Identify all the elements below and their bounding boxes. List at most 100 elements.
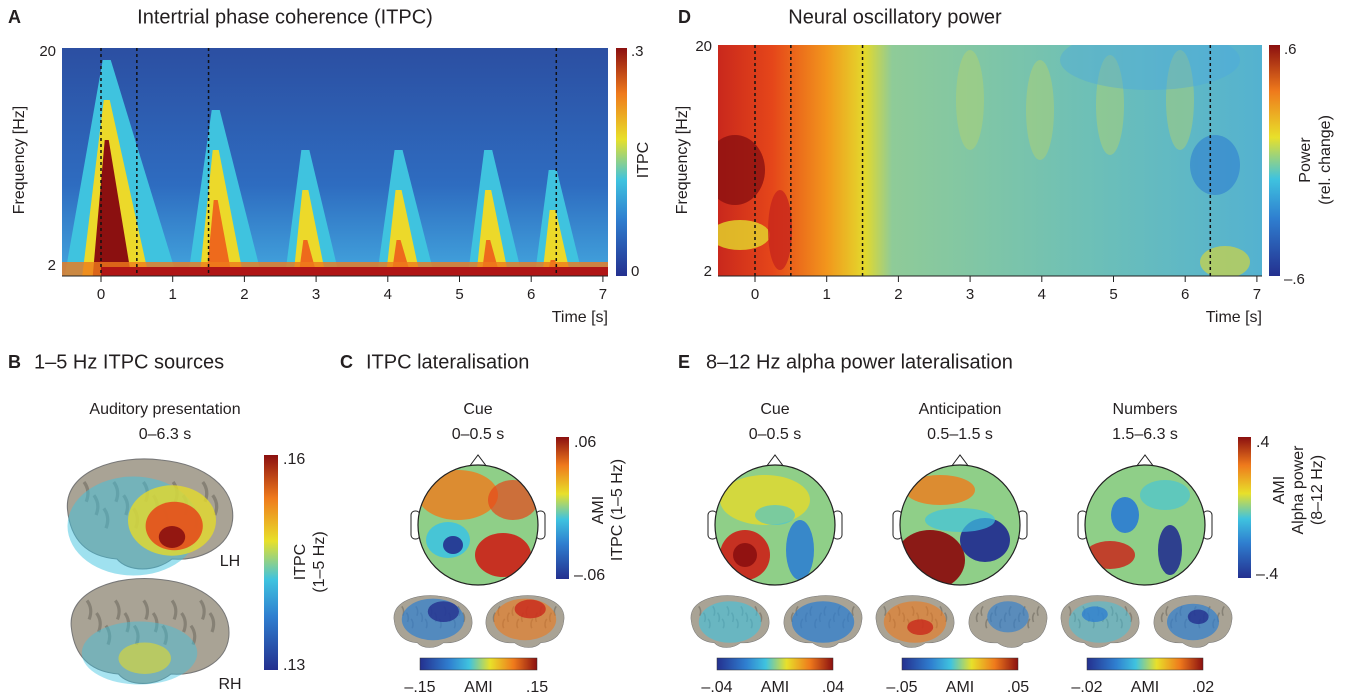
colorbar-label: Alpha power <box>1290 445 1307 535</box>
brain-sulcus <box>142 599 150 620</box>
brain-surface <box>66 458 234 576</box>
topo-blob <box>925 508 995 532</box>
colorbar-label: AMI <box>1131 679 1159 696</box>
topography <box>715 465 835 585</box>
colorbar-max: .3 <box>631 43 644 60</box>
brain-sulcus <box>1027 618 1031 629</box>
colorbar <box>716 657 834 671</box>
panel-title: 1–5 Hz ITPC sources <box>34 351 224 373</box>
x-tick-label: 0 <box>751 286 759 303</box>
panel-label: A <box>8 7 21 27</box>
topography <box>1085 465 1205 585</box>
colorbar-min: –.04 <box>701 679 732 696</box>
brain-surface <box>690 595 770 648</box>
power-blob <box>1200 246 1250 276</box>
topography <box>900 465 1020 585</box>
brain-sulcus <box>180 612 187 633</box>
colorbar-label: Power <box>1297 137 1314 183</box>
brain-sulcus <box>980 605 984 617</box>
brain-activity <box>1081 606 1108 622</box>
x-tick-label: 6 <box>527 286 535 303</box>
condition: Cue <box>760 401 789 418</box>
colorbar <box>419 657 538 671</box>
head-outline <box>714 464 836 586</box>
colorbar <box>556 437 569 579</box>
brain-activity <box>514 599 546 619</box>
power-blob <box>1190 135 1240 195</box>
brain-surface <box>1153 595 1233 648</box>
topo-blob <box>733 543 757 567</box>
colorbar-min: –.6 <box>1284 271 1305 288</box>
condition: Numbers <box>1113 401 1178 418</box>
topo-blob <box>475 533 531 577</box>
brain-sulcus <box>975 612 980 623</box>
heatmap <box>718 45 1262 276</box>
power-blob <box>1060 45 1240 90</box>
brain-sulcus <box>161 624 168 646</box>
colorbar-min: –.06 <box>574 567 605 584</box>
condition: Cue <box>463 401 492 418</box>
colorbar <box>1086 657 1204 671</box>
y-axis-label: Frequency [Hz] <box>674 106 691 214</box>
power-blob <box>1026 60 1054 160</box>
brain-sulcus <box>123 612 131 633</box>
topo-blob <box>755 505 795 525</box>
colorbar-max: .05 <box>1007 679 1029 696</box>
x-tick-label: 1 <box>823 286 831 303</box>
topo-blob <box>786 520 814 580</box>
brain-sulcus <box>1221 605 1225 617</box>
brain-sulcus <box>1068 605 1072 617</box>
head-outline <box>1084 464 1206 586</box>
brain-sulcus <box>883 605 887 617</box>
time-window: 0–0.5 s <box>749 426 801 443</box>
x-tick-label: 5 <box>455 286 463 303</box>
heatmap <box>62 48 608 276</box>
brain-activity <box>427 601 459 622</box>
brain-surface <box>1060 595 1140 648</box>
brain-activity <box>698 601 762 643</box>
brain-sulcus <box>189 624 197 646</box>
y-tick-label: 2 <box>48 257 56 274</box>
brain-sulcus <box>985 618 989 629</box>
brain-sulcus <box>151 612 159 633</box>
brain-sulcus <box>1160 612 1165 623</box>
colorbar-max: .04 <box>822 679 844 696</box>
brain-sulcus <box>851 605 855 617</box>
topo-blob <box>418 470 498 520</box>
colorbar-label: ITPC (1–5 Hz) <box>609 459 626 561</box>
brain-activity <box>987 601 1029 633</box>
brain-activity <box>907 619 934 635</box>
brain-sulcus <box>1036 605 1040 617</box>
time-window: 0.5–1.5 s <box>927 426 993 443</box>
power-blob <box>956 50 984 150</box>
topo-blob <box>443 536 463 554</box>
brain-surface <box>968 595 1048 648</box>
colorbar-label: AMI <box>590 496 607 524</box>
brain-sulcus <box>199 599 206 620</box>
x-axis-label: Time [s] <box>1206 309 1262 326</box>
colorbar <box>1269 45 1280 276</box>
power-blob <box>718 220 770 250</box>
brain-sulcus <box>208 612 216 633</box>
colorbar-label: AMI <box>464 679 492 696</box>
x-tick-label: 4 <box>1038 286 1046 303</box>
brain-sulcus <box>1031 612 1036 623</box>
power-blob <box>718 135 765 205</box>
brain-surface <box>393 595 473 648</box>
colorbar-min: –.05 <box>886 679 917 696</box>
brain-surface <box>783 595 863 648</box>
heatmap-band <box>101 267 608 276</box>
topo-blob <box>900 530 965 585</box>
brain-sulcus <box>211 494 219 516</box>
brain-sulcus <box>698 605 702 617</box>
itpc-peak <box>206 200 232 276</box>
time-window: 0–6.3 s <box>139 426 191 443</box>
brain-sulcus <box>114 599 121 620</box>
y-tick-label: 20 <box>39 43 56 60</box>
topo-blob <box>1111 497 1139 533</box>
panel-label: C <box>340 352 353 372</box>
head-outline <box>417 464 539 586</box>
topo-blob <box>488 480 538 520</box>
colorbar-max: .4 <box>1256 434 1269 451</box>
